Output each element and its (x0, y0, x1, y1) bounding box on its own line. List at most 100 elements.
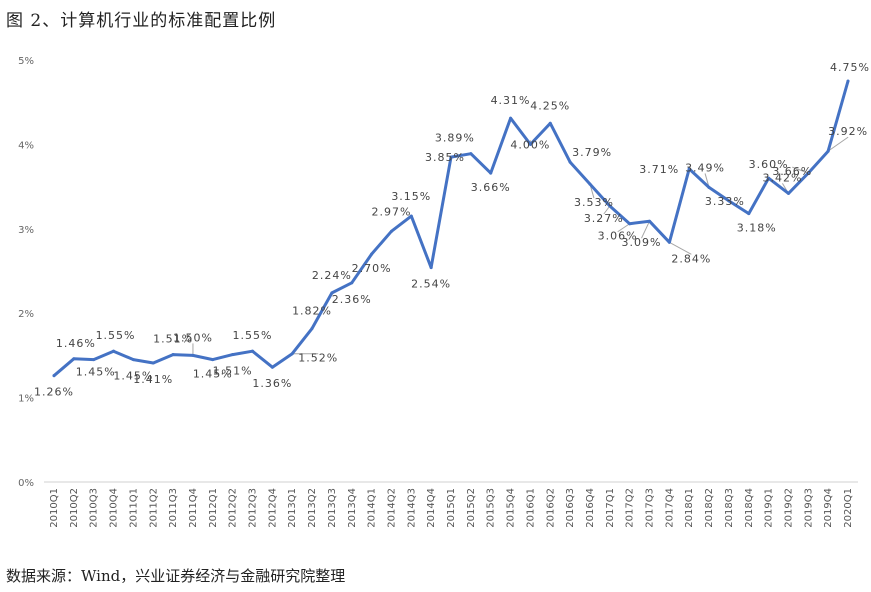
data-point (489, 171, 493, 175)
data-point (727, 199, 731, 203)
x-tick-label: 2012Q4 (267, 488, 278, 528)
x-tick-label: 2016Q1 (525, 488, 536, 528)
x-tick-label: 2013Q2 (307, 488, 318, 528)
data-labels: 1.26%1.46%1.45%1.55%1.45%1.41%1.51%1.50%… (34, 61, 870, 399)
x-tick-label: 2018Q3 (724, 488, 735, 528)
x-tick-label: 2015Q2 (466, 488, 477, 528)
data-label: 3.42% (762, 171, 802, 184)
y-tick-label: 2% (18, 309, 34, 320)
data-point (290, 352, 294, 356)
leader-line (827, 136, 849, 152)
data-point (231, 353, 235, 357)
data-label: 3.60% (749, 158, 789, 171)
x-tick-label: 2010Q1 (49, 488, 60, 528)
data-point (806, 171, 810, 175)
data-label: 1.51% (213, 365, 253, 378)
data-point (846, 79, 850, 83)
x-tick-label: 2011Q2 (148, 488, 159, 528)
data-point (211, 358, 215, 362)
data-label: 1.26% (34, 386, 74, 399)
x-tick-label: 2020Q1 (843, 488, 854, 528)
data-label: 3.33% (705, 195, 745, 208)
x-tick-label: 2018Q1 (684, 488, 695, 528)
data-point (429, 266, 433, 270)
data-label: 2.97% (371, 205, 411, 218)
leader-line (641, 220, 650, 239)
figure-title: 图 2、计算机行业的标准配置比例 (6, 11, 277, 31)
x-tick-label: 2010Q3 (89, 488, 100, 528)
data-point (449, 155, 453, 159)
x-tick-label: 2015Q4 (506, 488, 517, 528)
x-tick-label: 2012Q2 (228, 488, 239, 528)
x-tick-label: 2019Q2 (783, 488, 794, 528)
data-label: 3.79% (572, 146, 612, 159)
leader-line (792, 166, 809, 174)
leader-line (603, 205, 611, 215)
x-tick-label: 2017Q4 (664, 488, 675, 528)
data-point (350, 281, 354, 285)
data-label: 2.24% (312, 269, 352, 282)
data-point (648, 219, 651, 223)
data-label: 2.84% (671, 252, 711, 265)
data-label: 1.51% (153, 333, 193, 346)
leader-line (669, 241, 692, 255)
data-label: 4.00% (510, 138, 550, 151)
data-label: 1.50% (173, 331, 213, 344)
x-tick-label: 2018Q2 (704, 488, 715, 528)
data-point (112, 349, 116, 353)
data-point (469, 152, 473, 156)
y-tick-label: 5% (18, 56, 34, 67)
data-point (270, 365, 274, 369)
data-label: 3.85% (425, 151, 465, 164)
data-label: 3.15% (391, 190, 431, 203)
data-point (767, 176, 771, 180)
data-label: 2.36% (332, 293, 372, 306)
data-label: 1.52% (298, 352, 338, 365)
data-label: 1.46% (56, 337, 96, 350)
x-tick-label: 2015Q1 (446, 488, 457, 528)
x-tick-label: 2019Q4 (823, 488, 834, 528)
data-label: 3.66% (471, 181, 511, 194)
x-tick-label: 2017Q3 (645, 488, 656, 528)
data-point (687, 167, 691, 171)
x-tick-label: 2014Q2 (386, 488, 397, 528)
x-tick-label: 2014Q1 (367, 488, 378, 528)
x-tick-label: 2012Q3 (248, 488, 259, 528)
data-label: 1.45% (113, 370, 153, 383)
data-label: 3.06% (598, 230, 638, 243)
data-label: 4.31% (491, 94, 531, 107)
data-point (588, 182, 592, 186)
data-label: 1.55% (96, 329, 136, 342)
leader-line (617, 223, 630, 233)
x-tick-label: 2017Q1 (605, 488, 616, 528)
line-chart: 0%1%2%3%4%5% 2010Q1 2010Q2 2010Q3 2010Q4 201… (18, 56, 870, 528)
x-tick-label: 2012Q1 (208, 488, 219, 528)
data-label: 3.71% (639, 163, 679, 176)
data-label: 1.45% (193, 368, 233, 381)
data-label: 3.53% (574, 196, 614, 209)
x-tick-label: 2014Q4 (426, 488, 437, 528)
x-tick-label: 2010Q4 (109, 488, 120, 528)
data-point (628, 222, 632, 226)
data-point (548, 121, 552, 125)
x-tick-label: 2016Q3 (565, 488, 576, 528)
data-label: 3.89% (435, 132, 475, 145)
data-label: 3.09% (622, 236, 662, 249)
data-label: 1.36% (252, 377, 292, 390)
data-point (608, 204, 612, 208)
x-tick-label: 2016Q4 (585, 488, 596, 528)
x-axis-ticks: 2010Q1 2010Q2 2010Q3 2010Q4 2011Q1 2011Q2 2011… (49, 488, 854, 528)
data-label: 2.70% (352, 262, 392, 275)
x-tick-label: 2013Q1 (287, 488, 298, 528)
data-label: 3.18% (737, 222, 777, 235)
x-tick-label: 2019Q3 (803, 488, 814, 528)
data-point (747, 212, 751, 216)
x-tick-label: 2017Q2 (625, 488, 636, 528)
data-point (509, 116, 513, 120)
data-label: 2.54% (411, 278, 451, 291)
data-points (52, 79, 850, 378)
data-label: 4.75% (830, 61, 870, 74)
data-point (191, 353, 195, 357)
x-tick-label: 2013Q4 (347, 488, 358, 528)
x-tick-label: 2018Q4 (744, 488, 755, 528)
